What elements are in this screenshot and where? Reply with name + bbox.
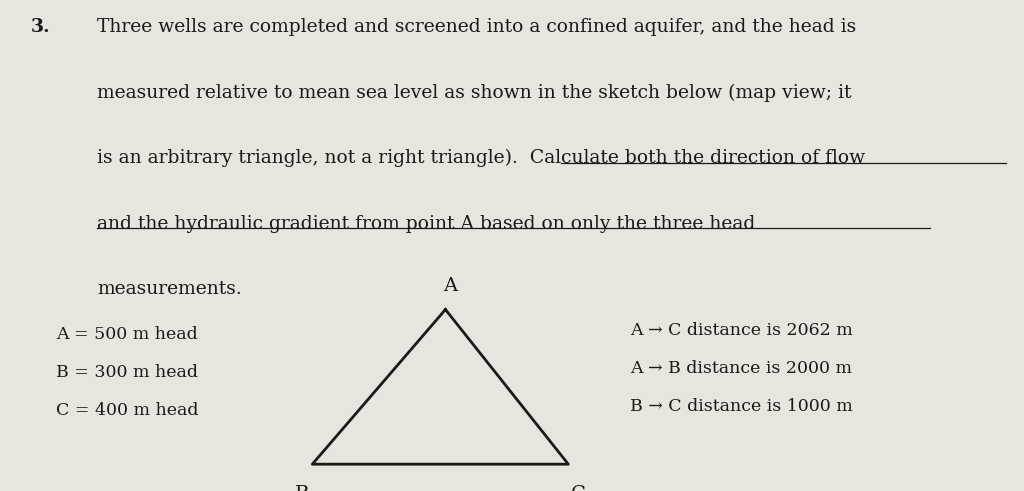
Text: B: B — [295, 485, 309, 491]
Text: A: A — [443, 277, 458, 295]
Text: measurements.: measurements. — [97, 280, 242, 298]
Text: and the hydraulic gradient from point A based on only the three head: and the hydraulic gradient from point A … — [97, 215, 756, 233]
Text: measured relative to mean sea level as shown in the sketch below (map view; it: measured relative to mean sea level as s… — [97, 84, 852, 102]
Text: Three wells are completed and screened into a confined aquifer, and the head is: Three wells are completed and screened i… — [97, 18, 856, 36]
Text: C: C — [571, 485, 586, 491]
Text: B → C distance is 1000 m: B → C distance is 1000 m — [630, 398, 853, 415]
Text: A → B distance is 2000 m: A → B distance is 2000 m — [630, 360, 852, 377]
Text: B = 300 m head: B = 300 m head — [56, 364, 199, 381]
Text: A → C distance is 2062 m: A → C distance is 2062 m — [630, 322, 853, 339]
Text: A = 500 m head: A = 500 m head — [56, 326, 198, 343]
Text: 3.: 3. — [31, 18, 50, 36]
Text: C = 400 m head: C = 400 m head — [56, 402, 199, 419]
Text: is an arbitrary triangle, not a right triangle).  Calculate both the direction o: is an arbitrary triangle, not a right tr… — [97, 149, 865, 167]
